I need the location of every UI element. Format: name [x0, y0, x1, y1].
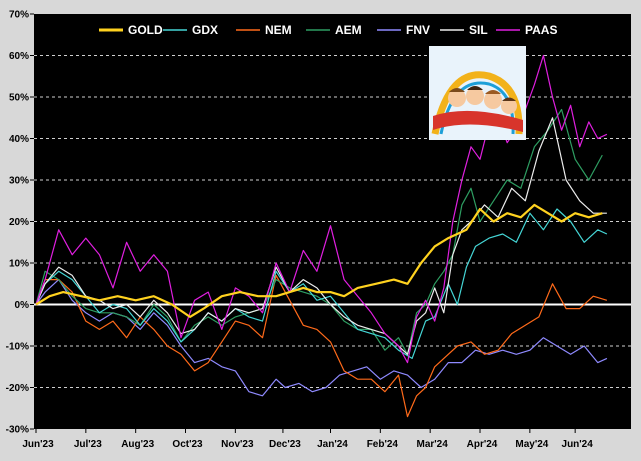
x-axis-ticks: Jun'23 Jul'23 Aug'23 Oct'23 Nov'23 Dec'23 Jan'… [22, 429, 593, 450]
x-tick-label: Jan'24 [317, 439, 348, 450]
legend-label-gdx: GDX [192, 23, 218, 37]
y-tick-label: 0% [15, 300, 30, 311]
x-tick-label: Mar'24 [417, 439, 449, 450]
y-tick-label: -20% [6, 383, 29, 394]
x-tick-label: Feb'24 [367, 439, 399, 450]
y-tick-label: 10% [9, 259, 29, 270]
legend-label-sil: SIL [469, 23, 488, 37]
roller-coaster-image [429, 46, 526, 140]
y-tick-label: 70% [9, 10, 29, 21]
x-tick-label: Jul'23 [74, 439, 102, 450]
series-line-sil [35, 117, 607, 355]
legend-label-nem: NEM [265, 23, 292, 37]
x-tick-label: Jun'23 [22, 439, 54, 450]
legend-box [92, 19, 570, 41]
x-tick-label: Aug'23 [121, 439, 154, 450]
y-tick-label: 40% [9, 134, 29, 145]
y-axis-ticks: -30% -20% -10% 0% 10% 20% 30% 40% 50% 60% 70% [6, 10, 34, 436]
plot-background [34, 14, 631, 429]
series-line-gdx [35, 208, 608, 359]
legend-label-gold: GOLD [128, 23, 163, 37]
series-line-nem [35, 274, 608, 418]
series-line-aem [35, 108, 603, 355]
legend: GOLD GDX NEM AEM FNV SIL PAAS [99, 23, 557, 37]
legend-label-aem: AEM [335, 23, 362, 37]
series-lines [35, 54, 608, 418]
grid-lines [34, 55, 631, 388]
x-tick-label: May'24 [515, 439, 548, 450]
x-tick-label: Nov'23 [221, 439, 254, 450]
series-line-gold [35, 203, 603, 318]
x-tick-label: Jun'24 [562, 439, 594, 450]
y-tick-label: 60% [9, 51, 29, 62]
legend-label-fnv: FNV [406, 23, 430, 37]
y-tick-label: -30% [6, 425, 29, 436]
x-tick-label: Apr'24 [467, 439, 498, 450]
series-line-paas [35, 54, 608, 364]
legend-label-paas: PAAS [525, 23, 557, 37]
y-tick-label: -10% [6, 342, 29, 353]
x-tick-label: Dec'23 [269, 439, 301, 450]
y-tick-label: 20% [9, 217, 29, 228]
y-tick-label: 50% [9, 93, 29, 104]
y-tick-label: 30% [9, 176, 29, 187]
x-tick-label: Oct'23 [172, 439, 203, 450]
